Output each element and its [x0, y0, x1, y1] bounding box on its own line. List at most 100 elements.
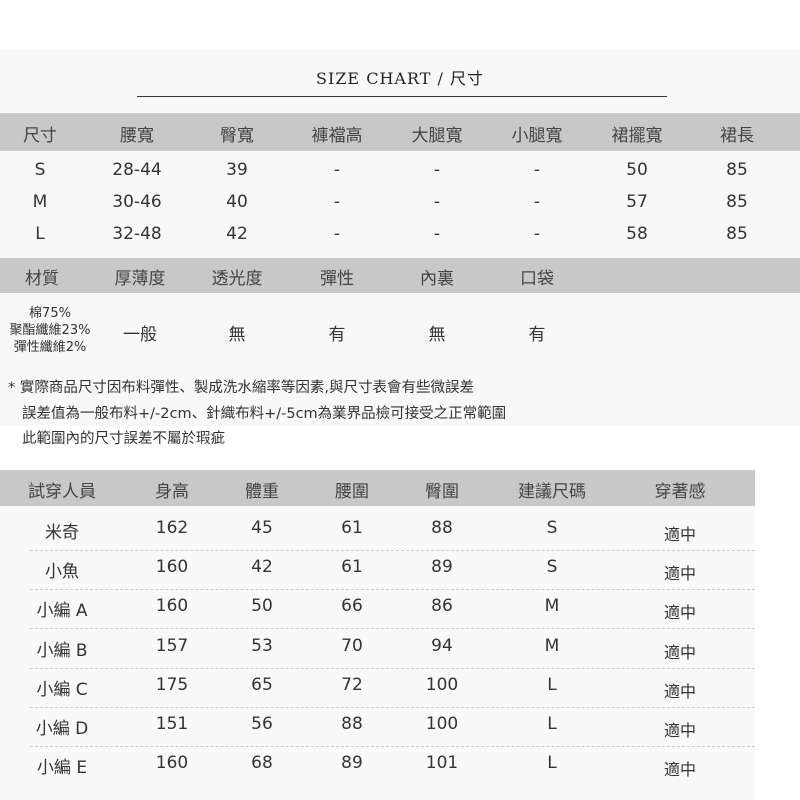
note-line: * 實際商品尺寸因布料彈性、製成洗水縮率等因素,與尺寸表會有些微誤差 — [8, 380, 474, 396]
fitting-cell: 88 — [341, 714, 363, 734]
size-cell: - — [333, 192, 341, 212]
fitting-cell: 160 — [155, 557, 189, 578]
fitting-cell: 適中 — [663, 681, 697, 701]
fitting-cell: 66 — [341, 596, 363, 617]
material-value: 有 — [328, 325, 346, 345]
row-divider — [30, 589, 755, 591]
fitting-cell: 適中 — [663, 760, 697, 780]
size-cell: - — [333, 160, 341, 180]
row-divider — [30, 550, 755, 551]
size-header-cell: 臀寬 — [220, 126, 254, 146]
material-value: 有 — [528, 325, 546, 345]
size-cell: 85 — [726, 160, 748, 180]
size-cell: M — [32, 192, 48, 212]
fitting-panel — [0, 505, 755, 800]
fitting-cell: L — [547, 674, 557, 695]
fitting-cell: S — [546, 557, 558, 578]
size-header-cell: 裙長 — [720, 126, 754, 146]
fitting-cell: S — [546, 518, 558, 538]
fitting-cell: 100 — [425, 674, 459, 695]
row-divider — [30, 706, 755, 708]
fitting-cell: 157 — [155, 635, 189, 656]
fitting-cell: 160 — [155, 753, 189, 774]
size-cell: 42 — [226, 224, 248, 244]
size-cell: 85 — [726, 224, 748, 244]
fitting-cell: 61 — [341, 518, 363, 538]
material-line: 聚酯纖維23% — [9, 323, 91, 338]
fitting-header-cell: 臀圍 — [425, 482, 459, 502]
fitting-cell: 小編 C — [36, 679, 88, 700]
size-cell: - — [333, 224, 341, 244]
fitting-cell: 小編 B — [36, 640, 88, 661]
size-cell: - — [433, 160, 441, 180]
fitting-cell: 適中 — [663, 642, 697, 662]
size-cell: - — [433, 192, 441, 212]
material-header-cell: 內裏 — [420, 269, 454, 289]
fitting-cell: 小編 E — [36, 758, 88, 779]
fitting-cell: M — [544, 596, 560, 617]
material-value: 無 — [428, 325, 446, 345]
size-cell: 39 — [226, 160, 248, 180]
material-line: 棉75% — [29, 306, 71, 321]
fitting-cell: L — [547, 714, 557, 734]
fitting-cell: 86 — [431, 596, 453, 617]
size-header-cell: 大腿寬 — [411, 126, 463, 146]
size-cell: - — [533, 224, 541, 244]
size-header-cell: 尺寸 — [23, 126, 57, 146]
size-cell: 28-44 — [112, 160, 162, 180]
fitting-cell: 小編 D — [35, 719, 89, 739]
title-divider — [137, 96, 667, 97]
fitting-cell: 適中 — [663, 603, 697, 623]
fitting-cell: 162 — [155, 518, 189, 538]
fitting-cell: 小魚 — [45, 562, 79, 583]
row-divider — [30, 746, 755, 747]
fitting-header-cell: 建議尺碼 — [518, 482, 586, 502]
size-chart-panel — [0, 50, 800, 426]
fitting-cell: 61 — [341, 557, 363, 578]
row-divider — [30, 667, 755, 669]
size-cell: 58 — [626, 224, 648, 244]
size-cell: 57 — [626, 192, 648, 212]
fitting-cell: 175 — [155, 674, 189, 695]
fitting-header-cell: 試穿人員 — [28, 482, 96, 502]
fitting-cell: 100 — [425, 714, 459, 734]
size-cell: - — [433, 224, 441, 244]
size-header-cell: 褲襠高 — [311, 126, 363, 146]
fitting-cell: 68 — [251, 753, 273, 774]
fitting-cell: 89 — [431, 557, 453, 578]
fitting-header-bar — [0, 470, 755, 506]
size-cell: L — [35, 224, 45, 244]
size-cell: - — [533, 192, 541, 212]
material-header-bar — [0, 258, 800, 293]
fitting-header-cell: 腰圍 — [335, 482, 369, 502]
fitting-cell: 適中 — [663, 721, 697, 740]
note-line: 此範圍內的尺寸誤差不屬於瑕疵 — [22, 431, 225, 447]
fitting-header-cell: 身高 — [155, 482, 189, 502]
fitting-cell: M — [544, 635, 560, 656]
material-header-cell: 彈性 — [320, 269, 354, 289]
fitting-cell: 適中 — [663, 564, 697, 584]
size-cell: 85 — [726, 192, 748, 212]
fitting-cell: 42 — [251, 557, 273, 578]
note-line: 誤差值為一般布料+/-2cm、針織布料+/-5cm為業界品檢可接受之正常範圍 — [22, 406, 507, 422]
fitting-cell: 151 — [155, 714, 189, 734]
fitting-cell: 89 — [341, 753, 363, 774]
material-value: 無 — [228, 325, 246, 345]
fitting-header-cell: 體重 — [245, 482, 279, 502]
fitting-cell: 小編 A — [36, 601, 88, 622]
material-composition: 棉75% 聚酯纖維23% 彈性纖維2% — [10, 305, 91, 356]
fitting-cell: 50 — [251, 596, 273, 617]
size-header-cell: 裙擺寬 — [611, 126, 663, 146]
material-value: 一般 — [123, 325, 157, 345]
size-header-bar — [0, 113, 800, 151]
fitting-cell: 56 — [251, 714, 273, 734]
fitting-cell: 米奇 — [45, 523, 79, 543]
size-cell: 30-46 — [112, 192, 162, 212]
size-header-cell: 腰寬 — [120, 126, 154, 146]
fitting-cell: 88 — [431, 518, 453, 538]
fitting-cell: 72 — [341, 674, 363, 695]
fitting-cell: 45 — [251, 518, 273, 538]
fitting-cell: L — [547, 753, 557, 774]
fitting-header-cell: 穿著感 — [654, 482, 706, 502]
size-cell: 32-48 — [112, 224, 162, 244]
